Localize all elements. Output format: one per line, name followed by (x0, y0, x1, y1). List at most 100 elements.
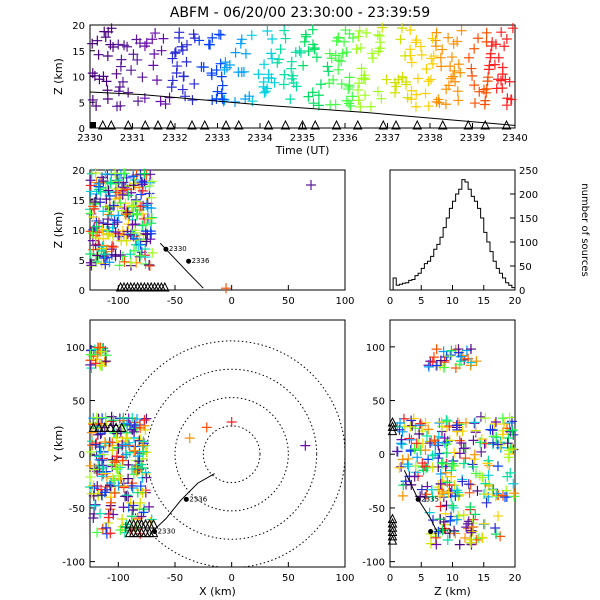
x-tick-label: 2337 (375, 133, 400, 144)
station-marker (480, 119, 491, 130)
source-marker (272, 57, 283, 68)
source-marker (112, 184, 123, 195)
source-marker (189, 33, 200, 44)
source-marker (92, 250, 103, 261)
source-marker (454, 359, 465, 370)
x-tick-label: 2332 (162, 133, 187, 144)
source-marker (397, 454, 408, 465)
source-marker (351, 44, 362, 55)
source-marker (141, 413, 152, 424)
source-marker (100, 356, 111, 367)
source-marker (307, 87, 318, 98)
source-marker (508, 478, 519, 489)
source-marker (490, 522, 501, 533)
source-marker (136, 177, 147, 188)
source-marker (433, 526, 444, 537)
source-marker (467, 70, 478, 81)
source-marker (92, 342, 103, 353)
source-marker (138, 436, 149, 447)
source-marker (456, 25, 467, 36)
track-label: 2330 (169, 245, 187, 253)
source-marker (322, 61, 333, 72)
source-marker (431, 27, 442, 38)
source-marker (90, 232, 101, 243)
station-marker (387, 416, 398, 427)
source-marker (235, 38, 246, 49)
source-marker (431, 360, 442, 371)
source-marker (90, 358, 101, 369)
source-marker (468, 435, 479, 446)
source-marker (409, 471, 420, 482)
source-marker (135, 481, 146, 492)
source-marker (499, 41, 510, 52)
source-marker (436, 457, 447, 468)
source-marker (465, 534, 476, 545)
source-marker (88, 212, 99, 223)
source-marker (461, 345, 472, 356)
source-marker (439, 433, 450, 444)
source-marker (503, 452, 514, 463)
station-marker (437, 119, 448, 130)
station-marker (159, 281, 170, 292)
source-marker (100, 438, 111, 449)
storm-track (159, 242, 204, 289)
y-tick-label: 100 (66, 343, 85, 354)
source-marker (442, 416, 453, 427)
source-marker (260, 86, 271, 97)
source-marker (431, 344, 442, 355)
source-marker (119, 527, 130, 538)
x-tick-label: 5 (418, 573, 424, 584)
source-marker (85, 472, 96, 483)
source-marker (451, 420, 462, 431)
source-marker (411, 89, 422, 100)
source-marker (138, 507, 149, 518)
plan-view-panel: -100 -50 0 50 100 -100 -50 0 50 100 X (km) Y (km) 23… (52, 319, 355, 598)
y-tick-label: 100 (519, 238, 538, 249)
y-tick-label: 50 (519, 262, 532, 273)
source-marker (457, 476, 468, 487)
station-marker (310, 119, 321, 130)
source-marker (458, 509, 469, 520)
x-tick-label: 20 (509, 296, 522, 307)
source-marker (275, 44, 286, 55)
source-marker (429, 435, 440, 446)
source-marker (216, 71, 227, 82)
source-marker (496, 27, 507, 38)
station-marker (378, 119, 389, 130)
source-marker (309, 44, 320, 55)
source-marker (437, 458, 448, 469)
source-marker (406, 415, 417, 426)
source-marker (303, 46, 314, 57)
x-tick-label: 20 (509, 573, 522, 584)
source-marker (167, 75, 178, 86)
source-marker (447, 458, 458, 469)
source-marker (455, 351, 466, 362)
source-marker (400, 50, 411, 61)
source-marker (446, 345, 457, 356)
source-marker (427, 462, 438, 473)
source-marker (207, 32, 218, 43)
source-marker (480, 478, 491, 489)
source-marker (469, 80, 480, 91)
histogram-step (390, 179, 516, 291)
source-marker (325, 99, 336, 110)
source-marker (481, 497, 492, 508)
source-marker (437, 525, 448, 536)
y-tick-label: 0 (79, 450, 85, 461)
y-axis-label: Y (km) (52, 426, 65, 463)
source-marker (440, 508, 451, 519)
source-marker (344, 80, 355, 91)
source-marker (105, 480, 116, 491)
x-tick-label: 0 (387, 573, 393, 584)
source-marker (114, 175, 125, 186)
source-marker (470, 509, 481, 520)
source-marker (406, 57, 417, 68)
plot-frame (389, 169, 516, 291)
source-marker (92, 35, 103, 46)
source-marker (484, 60, 495, 71)
source-marker (405, 25, 416, 36)
source-marker (426, 53, 437, 64)
source-marker (140, 424, 151, 435)
source-marker (466, 63, 477, 74)
source-marker (125, 257, 136, 268)
